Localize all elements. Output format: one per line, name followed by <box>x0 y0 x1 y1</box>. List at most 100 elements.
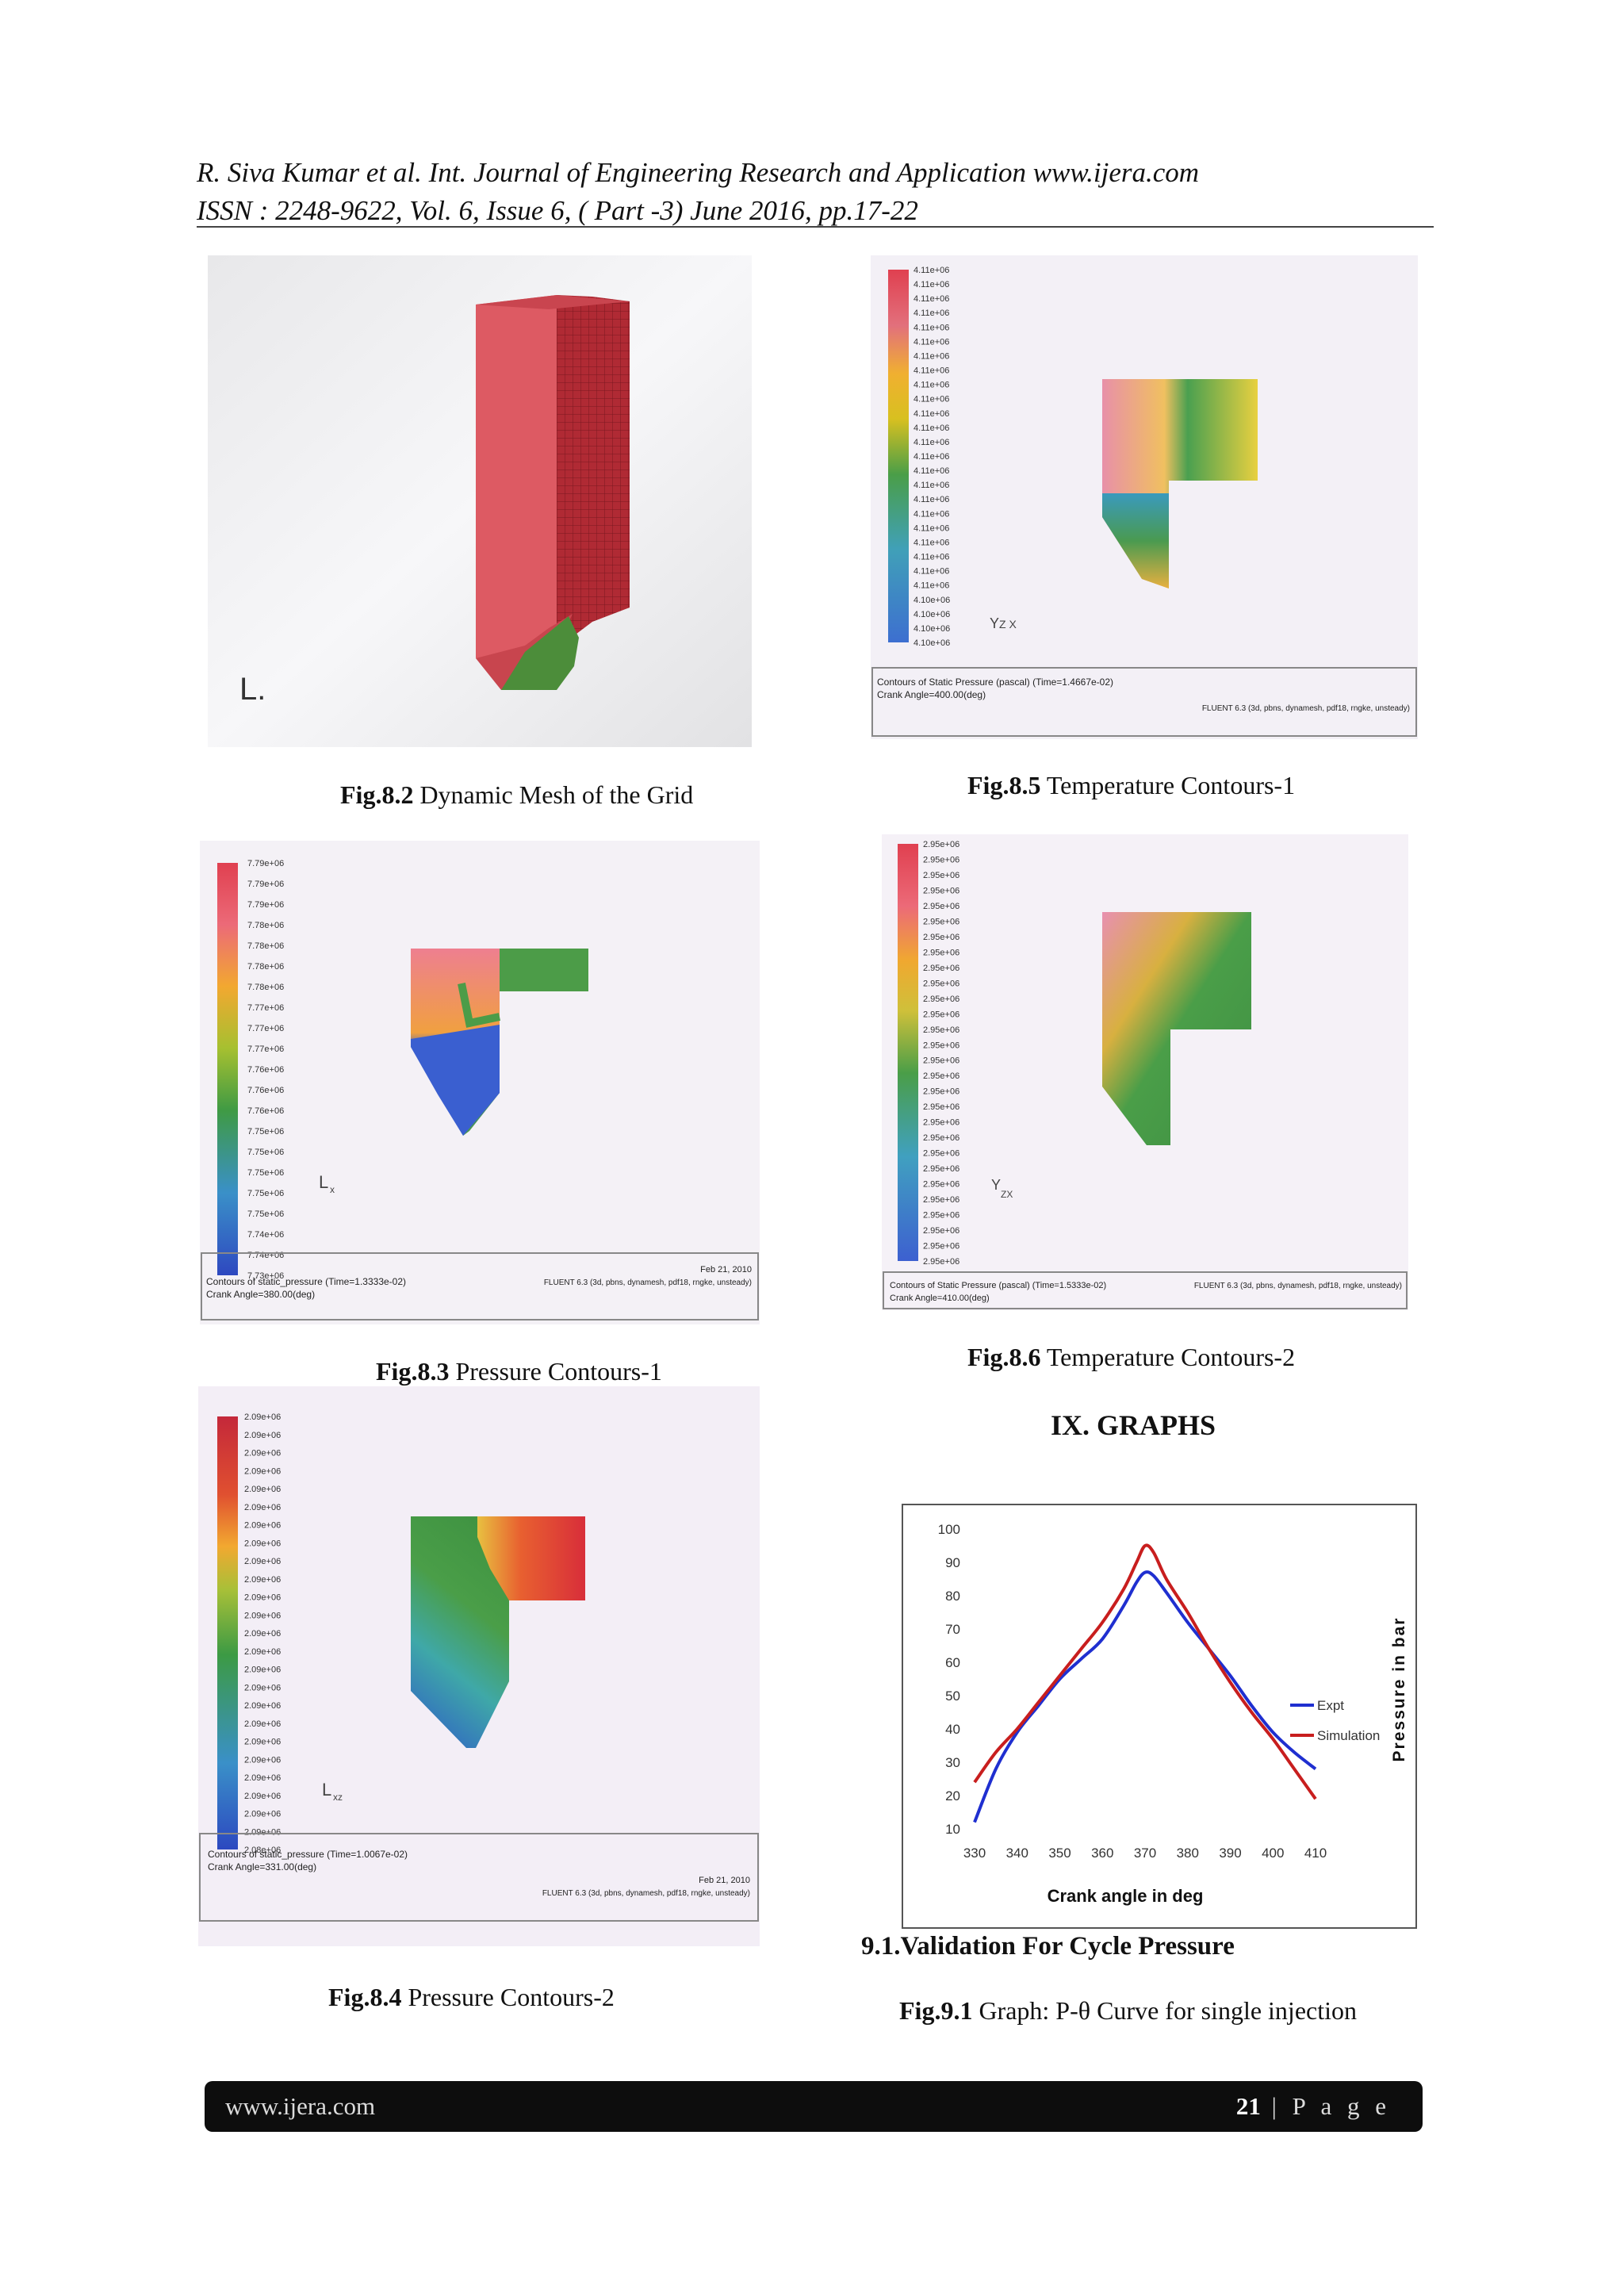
running-header-line1: R. Siva Kumar et al. Int. Journal of Eng… <box>197 157 1200 188</box>
colorbar-label: 4.11e+06 <box>914 424 949 433</box>
colorbar-label: 4.11e+06 <box>914 523 949 533</box>
colorbar-label: 7.78e+06 <box>247 962 284 972</box>
y-tick-label: 30 <box>945 1755 960 1770</box>
colorbar-labels: 4.11e+06 4.11e+06 4.11e+06 4.11e+06 4.11e+06… <box>914 266 950 648</box>
colorbar-label: 4.11e+06 <box>914 466 949 476</box>
svg-text:L: L <box>322 1780 331 1800</box>
fig-8-3-image: 7.79e+06 7.79e+06 7.79e+06 7.78e+06 7.78e+06… <box>200 841 760 1324</box>
y-tick-label: 80 <box>945 1589 960 1604</box>
colorbar-label: 4.11e+06 <box>914 280 949 289</box>
colorbar-label: 2.09e+06 <box>244 1557 281 1566</box>
colorbar-label: 2.95e+06 <box>923 1071 959 1081</box>
colorbar-label: 4.10e+06 <box>914 596 950 605</box>
colorbar-label: 2.95e+06 <box>923 1149 959 1159</box>
svg-text:ZX: ZX <box>1001 1189 1013 1200</box>
colorbar-label: 2.95e+06 <box>923 1087 959 1097</box>
info-left-2: Crank Angle=331.00(deg) <box>208 1861 316 1872</box>
legend-label: Simulation <box>1317 1728 1380 1743</box>
colorbar-label: 2.09e+06 <box>244 1431 281 1440</box>
colorbar-label: 7.76e+06 <box>247 1106 284 1116</box>
fig-8-4-caption: Fig.8.4 Pressure Contours-2 <box>328 1983 615 2011</box>
colorbar-label: 2.95e+06 <box>923 1164 959 1174</box>
x-tick-label: 410 <box>1304 1846 1327 1861</box>
colorbar-label: 2.09e+06 <box>244 1629 281 1639</box>
fig-8-5-image: 4.11e+06 4.11e+06 4.11e+06 4.11e+06 4.11e+06… <box>871 255 1418 739</box>
colorbar-label: 7.73e+06 <box>247 1271 284 1281</box>
mesh-side-face <box>557 295 630 649</box>
colorbar <box>217 1416 238 1849</box>
info-left-2: Crank Angle=400.00(deg) <box>877 689 986 700</box>
colorbar-label: 4.11e+06 <box>914 366 949 376</box>
contour-domain <box>1102 912 1251 1145</box>
colorbar-label: 2.95e+06 <box>923 1211 959 1221</box>
info-left-2: Crank Angle=410.00(deg) <box>890 1294 990 1303</box>
x-tick-label: 390 <box>1219 1846 1241 1861</box>
colorbar-label: 4.11e+06 <box>914 481 949 490</box>
info-right-1: Feb 21, 2010 <box>700 1265 752 1274</box>
info-left-2: Crank Angle=380.00(deg) <box>206 1289 315 1300</box>
colorbar-label: 2.09e+06 <box>244 1827 281 1837</box>
x-axis-label: Crank angle in deg <box>1048 1886 1204 1906</box>
colorbar-label: 4.11e+06 <box>914 538 949 547</box>
colorbar-label: 4.11e+06 <box>914 337 949 347</box>
svg-text:xz: xz <box>333 1792 343 1803</box>
colorbar <box>898 844 918 1261</box>
footer-page-label: | P a g e <box>1260 2092 1391 2120</box>
colorbar-label: 4.11e+06 <box>914 495 949 504</box>
colorbar-label: 4.11e+06 <box>914 323 949 332</box>
y-tick-label: 20 <box>945 1788 960 1803</box>
info-left-1: Contours of Static Pressure (pascal) (Ti… <box>877 677 1113 688</box>
fig-8-2-image: L. <box>208 255 752 747</box>
colorbar-label: 2.09e+06 <box>244 1719 281 1729</box>
info-left-1: Contours of static_pressure (Time=1.3333… <box>206 1276 406 1287</box>
colorbar-label: 7.79e+06 <box>247 880 284 889</box>
info-right-2: FLUENT 6.3 (3d, pbns, dynamesh, pdf18, r… <box>544 1278 752 1287</box>
colorbar-labels: 2.09e+06 2.09e+06 2.09e+06 2.09e+06 2.09e+06… <box>244 1412 281 1855</box>
colorbar-label: 2.95e+06 <box>923 871 959 880</box>
colorbar-label: 2.95e+06 <box>923 933 959 942</box>
y-tick-label: 60 <box>945 1655 960 1670</box>
info-right-1: Feb 21, 2010 <box>699 1876 750 1885</box>
colorbar-label: 2.95e+06 <box>923 1133 959 1143</box>
colorbar-label: 4.11e+06 <box>914 294 949 304</box>
info-left-1: Contours of Static Pressure (pascal) (Ti… <box>890 1281 1106 1290</box>
colorbar-labels: 7.79e+06 7.79e+06 7.79e+06 7.78e+06 7.78e+06… <box>247 859 284 1281</box>
y-tick-label: 10 <box>945 1822 960 1837</box>
colorbar-label: 2.95e+06 <box>923 917 959 926</box>
colorbar-label: 2.95e+06 <box>923 1226 959 1236</box>
colorbar-label: 2.95e+06 <box>923 964 959 973</box>
y-tick-label: 70 <box>945 1622 960 1637</box>
chart-svg: 10 20 30 40 50 60 70 80 90 100 330 340 350 360 370 380… <box>938 1522 1408 1906</box>
colorbar <box>217 863 238 1275</box>
colorbar-label: 2.95e+06 <box>923 855 959 864</box>
colorbar-label: 7.78e+06 <box>247 941 284 951</box>
colorbar-label: 2.95e+06 <box>923 1257 959 1267</box>
fig-8-4-image: 2.09e+06 2.09e+06 2.09e+06 2.09e+06 2.09e+06… <box>198 1386 760 1946</box>
colorbar-label: 2.09e+06 <box>244 1466 281 1476</box>
y-tick-label: 90 <box>945 1555 960 1570</box>
colorbar-label: 4.11e+06 <box>914 351 949 361</box>
colorbar-label: 2.09e+06 <box>244 1593 281 1603</box>
colorbar-label: 2.95e+06 <box>923 979 959 988</box>
colorbar-label: 7.79e+06 <box>247 859 284 868</box>
colorbar-label: 4.10e+06 <box>914 638 950 648</box>
contour-domain <box>1102 379 1258 588</box>
colorbar-label: 4.11e+06 <box>914 381 949 390</box>
colorbar-label: 2.09e+06 <box>244 1485 281 1494</box>
info-right-2: FLUENT 6.3 (3d, pbns, dynamesh, pdf18, r… <box>1194 1282 1402 1290</box>
y-tick-label: 50 <box>945 1688 960 1704</box>
colorbar-labels: 2.95e+06 2.95e+06 2.95e+06 2.95e+06 2.95e+06… <box>923 840 959 1267</box>
colorbar-label: 2.95e+06 <box>923 1010 959 1019</box>
colorbar-label: 2.95e+06 <box>923 1118 959 1128</box>
svg-text:Z X: Z X <box>999 618 1017 631</box>
colorbar-label: 4.11e+06 <box>914 567 949 577</box>
colorbar-label: 7.79e+06 <box>247 900 284 910</box>
y-tick-label: 100 <box>938 1522 960 1537</box>
svg-text:Y: Y <box>990 615 999 631</box>
svg-text:L.: L. <box>239 672 266 707</box>
info-right-2: FLUENT 6.3 (3d, pbns, dynamesh, pdf18, r… <box>542 1889 750 1898</box>
series-line-simulation <box>973 1543 1317 1800</box>
colorbar-label: 2.95e+06 <box>923 1025 959 1035</box>
colorbar-label: 2.08e+06 <box>244 1846 281 1855</box>
colorbar-label: 2.95e+06 <box>923 1242 959 1251</box>
